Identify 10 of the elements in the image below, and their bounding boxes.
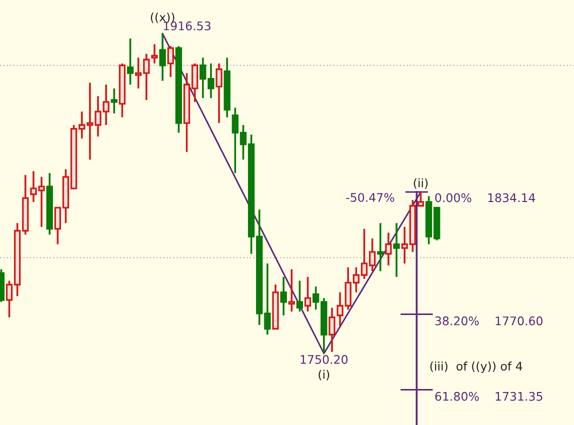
annotation: ((x)): [150, 12, 174, 24]
annotation: (iii) of ((y)) of 4: [430, 361, 522, 373]
ref-line-label: 38.20% 1770.60: [435, 316, 542, 326]
annotation: -50.47%: [346, 192, 394, 202]
annotation: (i): [318, 370, 330, 380]
annotation: (ii): [414, 178, 428, 189]
ref-line-label: 0.00% 1834.14: [435, 193, 536, 202]
data-label: 1916.53: [164, 21, 210, 30]
ref-line-label: 61.80% 1731.35: [435, 392, 542, 401]
data-label: 1750.20: [300, 355, 348, 364]
